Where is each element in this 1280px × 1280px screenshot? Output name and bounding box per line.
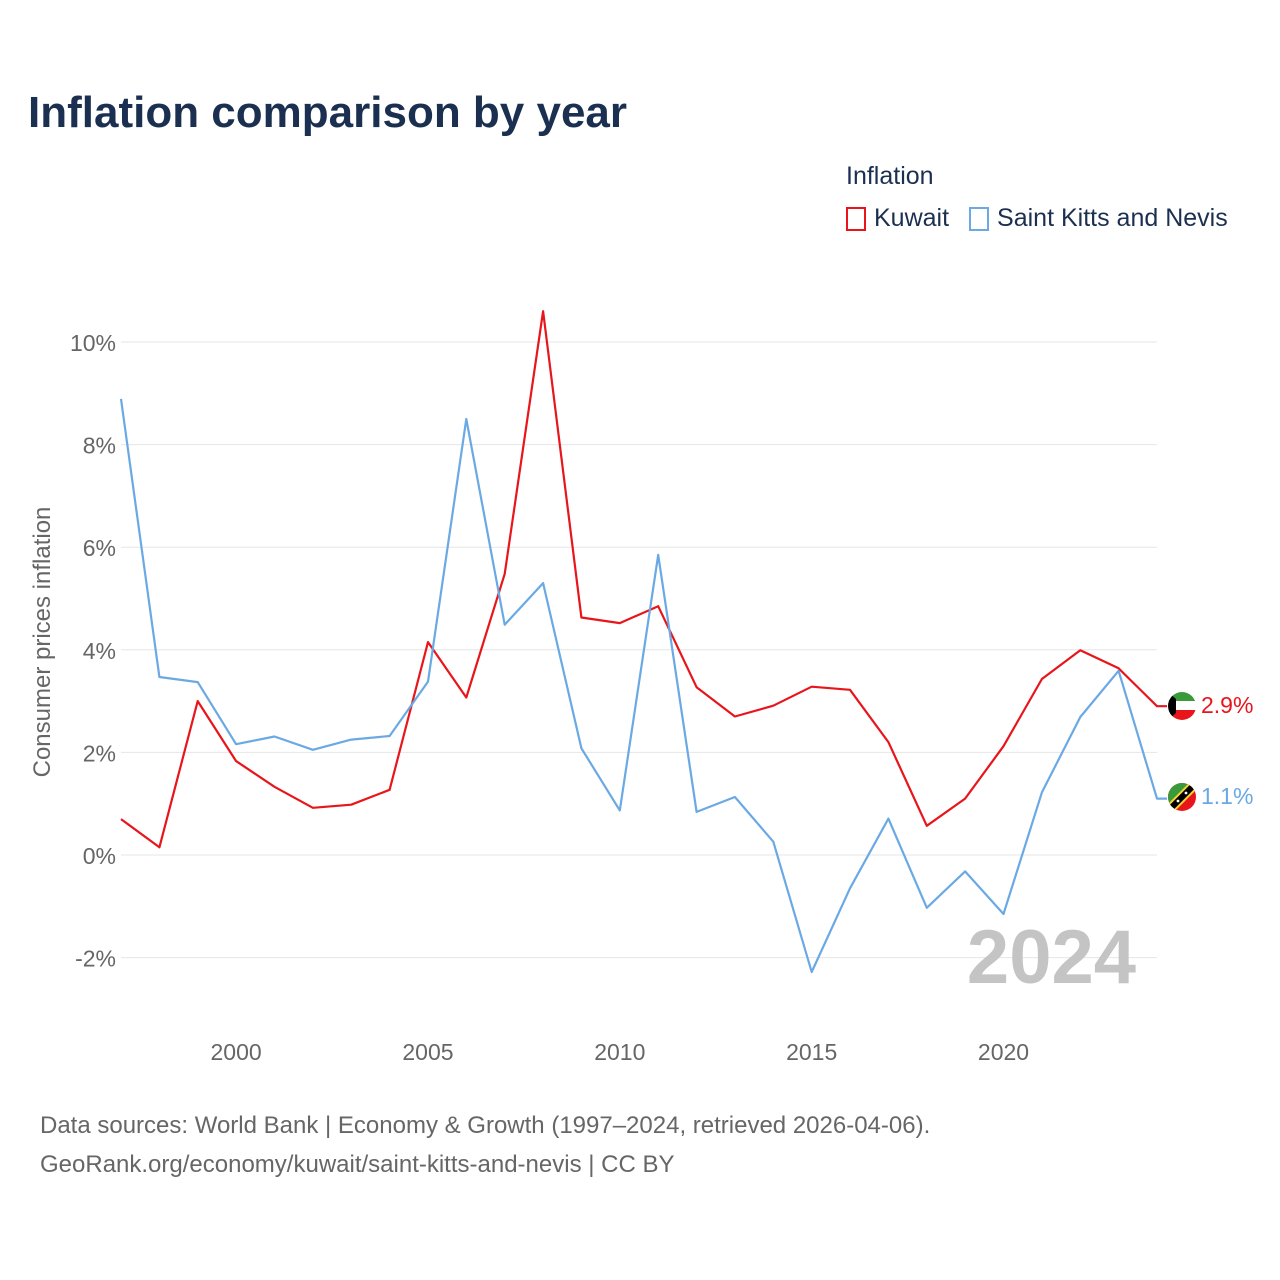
x-tick-label: 2010 xyxy=(594,1039,645,1065)
y-tick-label: 4% xyxy=(83,638,116,664)
y-tick-label: 0% xyxy=(83,843,116,869)
year-watermark: 2024 xyxy=(967,915,1136,1000)
data-source-note: Data sources: World Bank | Economy & Gro… xyxy=(40,1106,930,1184)
x-tick-label: 2000 xyxy=(211,1039,262,1065)
legend-swatch-saint-kitts-and-nevis xyxy=(969,206,990,231)
y-tick-label: 8% xyxy=(83,433,116,459)
legend-title: Inflation xyxy=(846,162,934,190)
y-axis-ticks: -2% 0% 2% 4% 6% 8% 10% xyxy=(70,330,116,972)
y-tick-label: 6% xyxy=(83,535,116,561)
saint-kitts-and-nevis-flag-icon xyxy=(1168,783,1196,811)
series-line-kuwait[interactable] xyxy=(120,310,1167,849)
x-axis-ticks: 2000 2005 2010 2015 2020 xyxy=(211,1039,1030,1065)
x-tick-label: 2015 xyxy=(786,1039,837,1065)
x-tick-label: 2020 xyxy=(978,1039,1029,1065)
y-axis-label: Consumer prices inflation xyxy=(29,507,56,778)
legend-swatch-kuwait xyxy=(846,206,866,231)
series-lines xyxy=(119,310,1167,974)
source-line-1: Data sources: World Bank | Economy & Gro… xyxy=(40,1112,931,1139)
legend: Kuwait Saint Kitts and Nevis xyxy=(846,204,1228,233)
legend-item-saint-kitts-and-nevis[interactable]: Saint Kitts and Nevis xyxy=(969,204,1228,233)
source-line-2[interactable]: GeoRank.org/economy/kuwait/saint-kitts-a… xyxy=(40,1151,675,1178)
kuwait-flag-icon xyxy=(1168,692,1196,720)
y-tick-label: -2% xyxy=(75,946,116,972)
legend-label-saint-kitts-and-nevis: Saint Kitts and Nevis xyxy=(997,204,1228,232)
x-tick-label: 2005 xyxy=(402,1039,453,1065)
gridlines xyxy=(121,341,1157,959)
end-label-saint-kitts-and-nevis: 1.1% xyxy=(1201,783,1253,809)
series-line-saint-kitts-and-nevis[interactable] xyxy=(119,398,1167,974)
legend-item-kuwait[interactable]: Kuwait xyxy=(846,204,949,233)
y-tick-label: 10% xyxy=(70,330,116,356)
end-label-kuwait: 2.9% xyxy=(1201,692,1253,718)
chart-title: Inflation comparison by year xyxy=(28,88,628,137)
y-tick-label: 2% xyxy=(83,740,116,766)
legend-label-kuwait: Kuwait xyxy=(874,204,950,232)
